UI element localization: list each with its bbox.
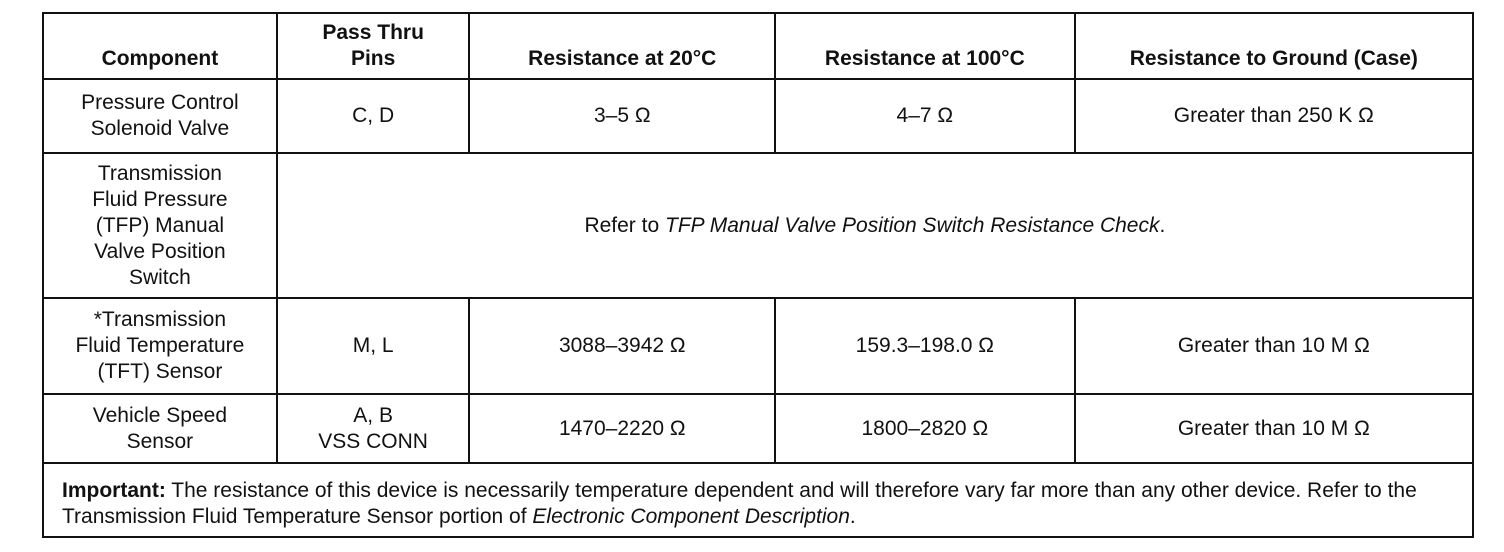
table-cell: Greater than 10 M Ω: [1073, 393, 1475, 464]
note-text: The resistance of this device is necessa…: [62, 479, 1417, 528]
cell-line: (TFT) Sensor: [97, 360, 223, 383]
table-cell: 4–7 Ω: [774, 78, 1076, 154]
cell-line: Fluid Pressure: [92, 187, 228, 211]
cell-line: Vehicle Speed: [92, 403, 228, 427]
table-row: Transmission Fluid Pressure (TFP) Manual Va…: [42, 152, 1475, 299]
cell-line: Greater than 10 M Ω: [1177, 416, 1370, 440]
table-cell: 1470–2220 Ω: [468, 393, 777, 464]
cell-line: Component: [101, 47, 219, 70]
cell-line: Pressure Control: [81, 91, 239, 114]
cell-line: Transmission: [97, 161, 222, 185]
cell-line: 4–7 Ω: [896, 104, 954, 127]
header-cell: Pass Thru Pins: [275, 12, 471, 80]
table-cell: 3–5 Ω: [468, 78, 777, 154]
table-body: Pressure Control Solenoid Valve C, D 3–5 Ω 4…: [42, 78, 1475, 538]
cell-line: Valve Position: [94, 239, 226, 263]
table-row: *Transmission Fluid Temperature (TFT) Sens…: [42, 297, 1475, 395]
note-cell: Important: The resistance of this device…: [42, 462, 1474, 538]
cell-line: Greater than 250 K Ω: [1173, 104, 1374, 127]
note-suffix: .: [849, 505, 856, 528]
table-cell: Transmission Fluid Pressure (TFP) Manual Va…: [42, 152, 278, 299]
cell-line: VSS CONN: [318, 429, 428, 453]
table-cell: *Transmission Fluid Temperature (TFT) Sens…: [42, 297, 278, 395]
cell-line: Fluid Temperature: [75, 334, 245, 357]
table-cell: Pressure Control Solenoid Valve: [42, 78, 278, 154]
resistance-table: Component Pass Thru Pins Resistance at 20°C…: [42, 12, 1475, 538]
cell-line: M, L: [352, 334, 394, 357]
cell-line: Sensor: [126, 429, 194, 453]
cell-line: Resistance to Ground (Case): [1129, 47, 1418, 70]
cell-line: 1800–2820 Ω: [861, 416, 989, 440]
header-cell: Resistance at 20°C: [468, 12, 777, 80]
cell-line: 3088–3942 Ω: [558, 334, 686, 357]
note-label: Important:: [62, 479, 166, 502]
cell-line: Switch: [128, 265, 191, 289]
note-row: Important: The resistance of this device…: [42, 462, 1474, 538]
header-row: Component Pass Thru Pins Resistance at 20°C…: [42, 12, 1475, 80]
table-row: Vehicle Speed Sensor A, B VSS CONN 1470–2220…: [42, 393, 1475, 464]
table-cell: Greater than 250 K Ω: [1073, 78, 1475, 154]
table-cell: 3088–3942 Ω: [468, 297, 777, 395]
note-prefix: Refer to: [584, 213, 665, 237]
cell-line: (TFP) Manual: [95, 213, 225, 237]
table-cell: Vehicle Speed Sensor: [42, 393, 278, 464]
cell-line: Resistance at 20°C: [528, 47, 717, 70]
cell-line: A, B: [353, 403, 393, 427]
cell-line: 3–5 Ω: [593, 104, 651, 127]
header-cell: Component: [42, 12, 278, 80]
note-emphasis: Electronic Component Description: [532, 505, 850, 528]
merged-cell: Refer to TFP Manual Valve Position Switc…: [275, 152, 1475, 299]
table-cell: 159.3–198.0 Ω: [774, 297, 1076, 395]
cell-line: 1470–2220 Ω: [558, 416, 686, 440]
header-cell: Resistance to Ground (Case): [1073, 12, 1475, 80]
header-cell: Resistance at 100°C: [774, 12, 1076, 80]
cell-line: Greater than 10 M Ω: [1177, 334, 1370, 357]
cell-line: *Transmission: [93, 308, 227, 331]
note-suffix: .: [1159, 213, 1166, 237]
note-emphasis: TFP Manual Valve Position Switch Resista…: [665, 213, 1160, 237]
cell-line: Pass Thru: [322, 21, 424, 44]
cell-line: C, D: [352, 104, 395, 127]
table-cell: 1800–2820 Ω: [774, 393, 1076, 464]
table-cell: A, B VSS CONN: [275, 393, 471, 464]
cell-line: Solenoid Valve: [90, 117, 230, 140]
cell-line: 159.3–198.0 Ω: [855, 334, 994, 357]
table-cell: M, L: [275, 297, 471, 395]
cell-line: Resistance at 100°C: [824, 47, 1025, 70]
table-cell: Greater than 10 M Ω: [1073, 297, 1475, 395]
cell-line: Pins: [350, 47, 396, 70]
table-cell: C, D: [275, 78, 471, 154]
table-row: Pressure Control Solenoid Valve C, D 3–5 Ω 4…: [42, 78, 1475, 154]
